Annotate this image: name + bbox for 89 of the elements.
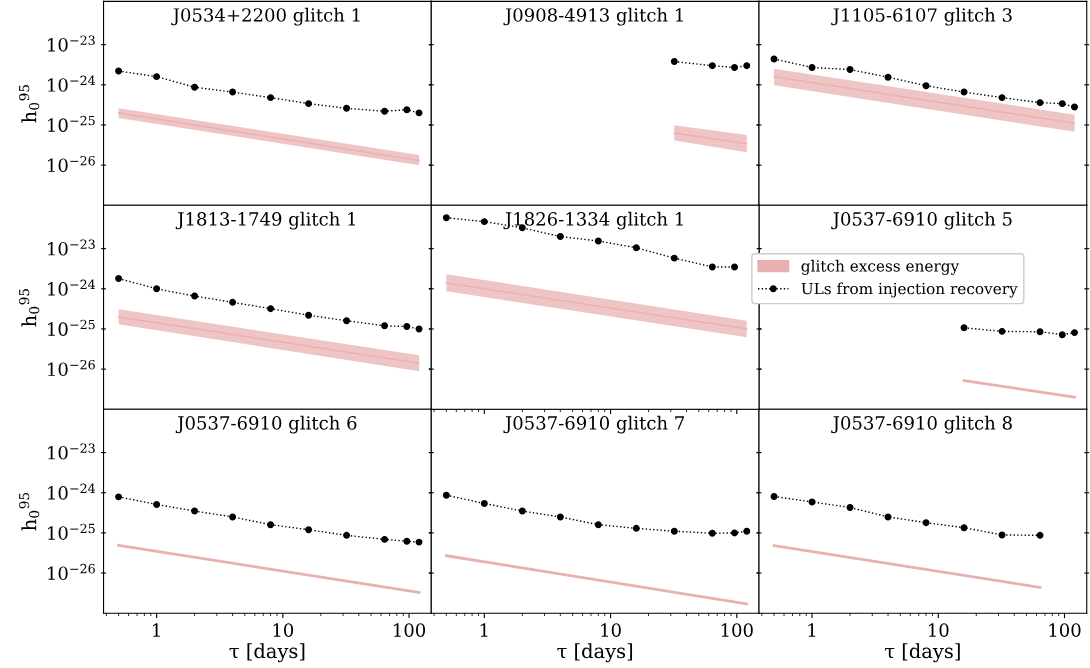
y-tick-label: 10$^{−23}$ xyxy=(48,239,95,256)
y-axis-title: h$_{0}$$^{95}$ xyxy=(18,492,40,531)
point xyxy=(267,94,275,102)
point xyxy=(480,500,488,507)
point xyxy=(556,513,564,521)
x-tick-label: 10 xyxy=(273,623,294,637)
y-tick-label: 10$^{−23}$ xyxy=(48,35,95,52)
y-axis-title: h$_{0}$$^{95}$ xyxy=(18,289,40,327)
chart-title: J0534+2200 glitch 1 xyxy=(171,7,360,26)
point xyxy=(229,88,237,96)
y-tick-label: 10$^{−25}$ xyxy=(48,319,95,336)
point xyxy=(442,491,450,499)
point xyxy=(846,66,854,74)
point xyxy=(922,82,930,90)
point xyxy=(846,503,854,511)
point xyxy=(884,513,892,521)
point xyxy=(808,64,816,71)
x-tick-label: 100 xyxy=(721,623,753,637)
x-axis-title: τ [days] xyxy=(557,643,633,663)
point xyxy=(998,94,1006,102)
point xyxy=(480,218,488,226)
legend-label: ULs from injection recovery xyxy=(801,282,1018,298)
y-tick-label: 10$^{−25}$ xyxy=(48,115,95,132)
point xyxy=(670,527,678,535)
chart-title: J1105-6107 glitch 3 xyxy=(831,7,1012,26)
chart-title: J0537-6910 glitch 5 xyxy=(831,211,1012,230)
point xyxy=(670,254,678,262)
y-tick-label: 10$^{−26}$ xyxy=(48,563,95,581)
point xyxy=(594,521,602,529)
point xyxy=(153,501,161,508)
point xyxy=(153,285,161,293)
x-tick-label: 10 xyxy=(928,623,949,637)
point xyxy=(229,298,237,306)
x-axis-title: τ [days] xyxy=(885,643,960,663)
y-tick-label: 10$^{−26}$ xyxy=(48,359,95,377)
chart-title: J1813-1749 glitch 1 xyxy=(175,211,355,230)
legend-label: glitch excess energy xyxy=(801,259,960,275)
point xyxy=(594,237,602,245)
y-tick-label: 10$^{−23}$ xyxy=(48,443,95,460)
chart-title: J0537-6910 glitch 6 xyxy=(175,415,357,434)
y-tick-label: 10$^{−25}$ xyxy=(48,523,95,540)
point xyxy=(305,526,313,534)
point xyxy=(229,513,237,521)
point xyxy=(381,107,389,115)
point xyxy=(556,233,564,241)
point xyxy=(1036,531,1044,539)
point xyxy=(115,67,123,75)
x-tick-label: 10 xyxy=(601,623,621,637)
x-tick-label: 1 xyxy=(153,623,160,637)
y-tick-label: 10$^{−26}$ xyxy=(48,155,95,173)
point xyxy=(708,263,716,271)
point xyxy=(381,322,389,330)
point xyxy=(518,507,526,515)
point xyxy=(191,83,199,91)
x-tick-label: 100 xyxy=(1049,623,1081,637)
point xyxy=(115,275,123,283)
point xyxy=(442,214,450,222)
point xyxy=(960,524,968,532)
x-tick-label: 1 xyxy=(808,623,816,637)
point xyxy=(632,244,640,252)
y-tick-label: 10$^{−24}$ xyxy=(48,483,96,500)
point xyxy=(1036,99,1044,107)
chart-title: J1826-1334 glitch 1 xyxy=(503,211,683,230)
x-tick-label: 100 xyxy=(394,623,426,637)
point xyxy=(267,305,275,313)
point xyxy=(632,524,640,532)
x-axis-title: τ [days] xyxy=(229,643,305,663)
y-tick-label: 10$^{−24}$ xyxy=(48,75,96,92)
point xyxy=(343,104,351,112)
point xyxy=(305,311,313,319)
point xyxy=(191,292,199,300)
point xyxy=(708,529,716,537)
x-tick-label: 1 xyxy=(480,623,488,637)
point xyxy=(267,521,275,529)
point xyxy=(381,535,389,543)
point xyxy=(153,73,161,81)
point xyxy=(884,73,892,81)
chart-title: J0537-6910 glitch 8 xyxy=(831,415,1012,434)
point xyxy=(115,493,123,501)
point xyxy=(770,492,778,500)
point xyxy=(343,317,351,325)
chart-title: J0537-6910 glitch 7 xyxy=(503,415,684,434)
y-tick-label: 10$^{−24}$ xyxy=(48,279,96,296)
y-axis-title: h$_{0}$$^{95}$ xyxy=(18,85,40,123)
chart-title: J0908-4913 glitch 1 xyxy=(503,7,683,26)
point xyxy=(305,100,313,108)
point xyxy=(922,519,930,527)
point xyxy=(191,507,199,515)
point xyxy=(343,531,351,539)
